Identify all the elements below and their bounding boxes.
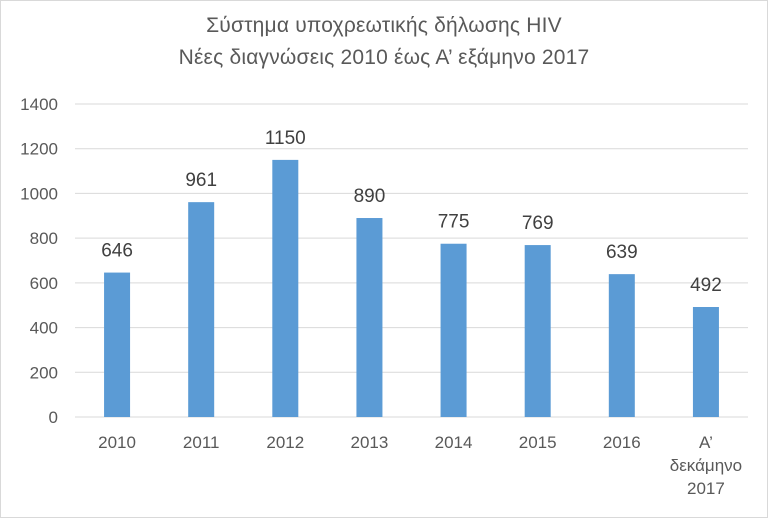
bar bbox=[188, 202, 215, 417]
x-category-label: 2013 bbox=[351, 433, 389, 452]
x-category-label: 2015 bbox=[519, 433, 557, 452]
bar bbox=[692, 307, 719, 417]
chart-subtitle: Νέες διαγνώσεις 2010 έως Α’ εξάμηνο 2017 bbox=[178, 46, 590, 69]
data-label: 646 bbox=[101, 241, 133, 262]
y-axis-ticks: 0 200 400 600 800 1000 1200 1400 bbox=[20, 95, 58, 427]
data-label: 775 bbox=[438, 212, 470, 233]
x-axis-categories: 2010 2011 2012 2013 2014 2015 2016 Α’ δεκάμηνο 20… bbox=[98, 433, 742, 498]
bar bbox=[356, 218, 383, 417]
y-tick-label: 1000 bbox=[20, 184, 58, 203]
data-labels: 646 961 1150 890 775 769 639 492 bbox=[101, 128, 722, 296]
x-category-label: 2014 bbox=[435, 433, 473, 452]
bar bbox=[104, 272, 131, 417]
x-category-label: 2017 bbox=[687, 479, 725, 498]
x-category-label: Α’ bbox=[699, 433, 713, 452]
y-tick-label: 600 bbox=[30, 274, 58, 293]
data-label: 492 bbox=[690, 275, 722, 296]
data-label: 639 bbox=[606, 242, 638, 263]
gridlines bbox=[75, 103, 748, 418]
bar bbox=[272, 159, 299, 417]
x-category-label: 2011 bbox=[183, 433, 220, 452]
bar bbox=[524, 245, 551, 417]
data-label: 961 bbox=[185, 170, 217, 191]
y-tick-label: 800 bbox=[30, 229, 58, 248]
x-category-label: δεκάμηνο bbox=[670, 456, 742, 475]
data-label: 1150 bbox=[265, 128, 306, 149]
bar bbox=[440, 243, 467, 417]
y-tick-label: 400 bbox=[30, 319, 58, 338]
y-tick-label: 1200 bbox=[20, 140, 58, 159]
x-category-label: 2012 bbox=[266, 433, 304, 452]
bar bbox=[608, 274, 635, 417]
y-tick-label: 1400 bbox=[20, 95, 58, 114]
chart-title: Σύστημα υποχρεωτικής δήλωσης HIV bbox=[206, 14, 562, 37]
x-category-label: 2016 bbox=[603, 433, 641, 452]
y-tick-label: 200 bbox=[30, 363, 58, 382]
data-label: 769 bbox=[522, 213, 554, 234]
bars bbox=[104, 159, 719, 417]
y-tick-label: 0 bbox=[49, 408, 58, 427]
data-label: 890 bbox=[354, 186, 386, 207]
x-category-label: 2010 bbox=[98, 433, 136, 452]
